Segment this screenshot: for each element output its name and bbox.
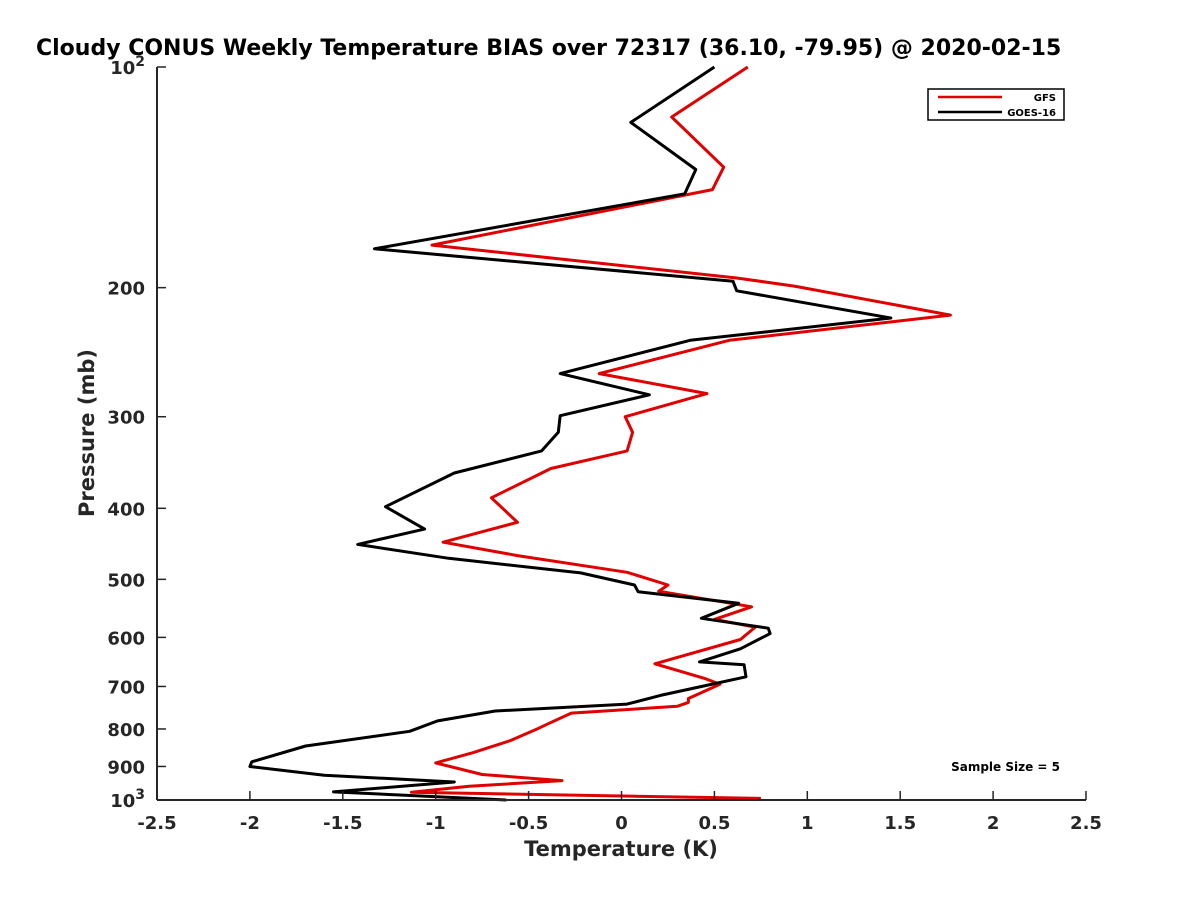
x-tick-label: -2 — [240, 813, 260, 834]
chart-title: Cloudy CONUS Weekly Temperature BIAS ove… — [36, 36, 1061, 61]
y-axis-label: Pressure (mb) — [75, 349, 99, 517]
y-tick-label: 200 — [107, 279, 145, 300]
y-tick-label: 800 — [107, 720, 145, 741]
y-tick-label: 102 — [110, 54, 145, 79]
x-tick-label: -1 — [426, 813, 446, 834]
series-line-goes-16 — [248, 65, 893, 802]
x-axis-label: Temperature (K) — [524, 837, 718, 861]
y-tick-label: 700 — [107, 677, 145, 698]
sample-size-annotation: Sample Size = 5 — [951, 760, 1060, 774]
y-tick-label: 500 — [107, 570, 145, 591]
x-tick-label: 2.5 — [1070, 813, 1102, 834]
x-tick-label: 0 — [615, 813, 628, 834]
plot-area — [157, 65, 1086, 802]
series-layer — [248, 65, 952, 802]
y-tick-label: 103 — [110, 787, 145, 812]
x-tick-label: 0.5 — [698, 813, 730, 834]
legend-label: GOES-16 — [1007, 108, 1056, 119]
series-line-gfs — [410, 65, 952, 800]
y-tick-label: 900 — [107, 757, 145, 778]
legend-box — [927, 88, 1065, 121]
legend-label: GFS — [1034, 93, 1056, 104]
y-tick-label: 400 — [107, 499, 145, 520]
x-tick-label: 2 — [987, 813, 1000, 834]
y-tick-label: 600 — [107, 628, 145, 649]
x-tick-label: -1.5 — [323, 813, 362, 834]
y-tick-label: 300 — [107, 408, 145, 429]
x-tick-label: 1 — [801, 813, 814, 834]
x-tick-label: -2.5 — [137, 813, 176, 834]
x-tick-label: -0.5 — [509, 813, 548, 834]
x-tick-label: 1.5 — [884, 813, 916, 834]
y-axis-ticks: 102 200 300 400 500 600 700 800 900 103 — [107, 54, 166, 812]
legend: GFS GOES-16 — [927, 88, 1065, 121]
x-axis-ticks: -2.5 -2 -1.5 -1 -0.5 0 0.5 1 1.5 2 2.5 — [137, 791, 1102, 834]
